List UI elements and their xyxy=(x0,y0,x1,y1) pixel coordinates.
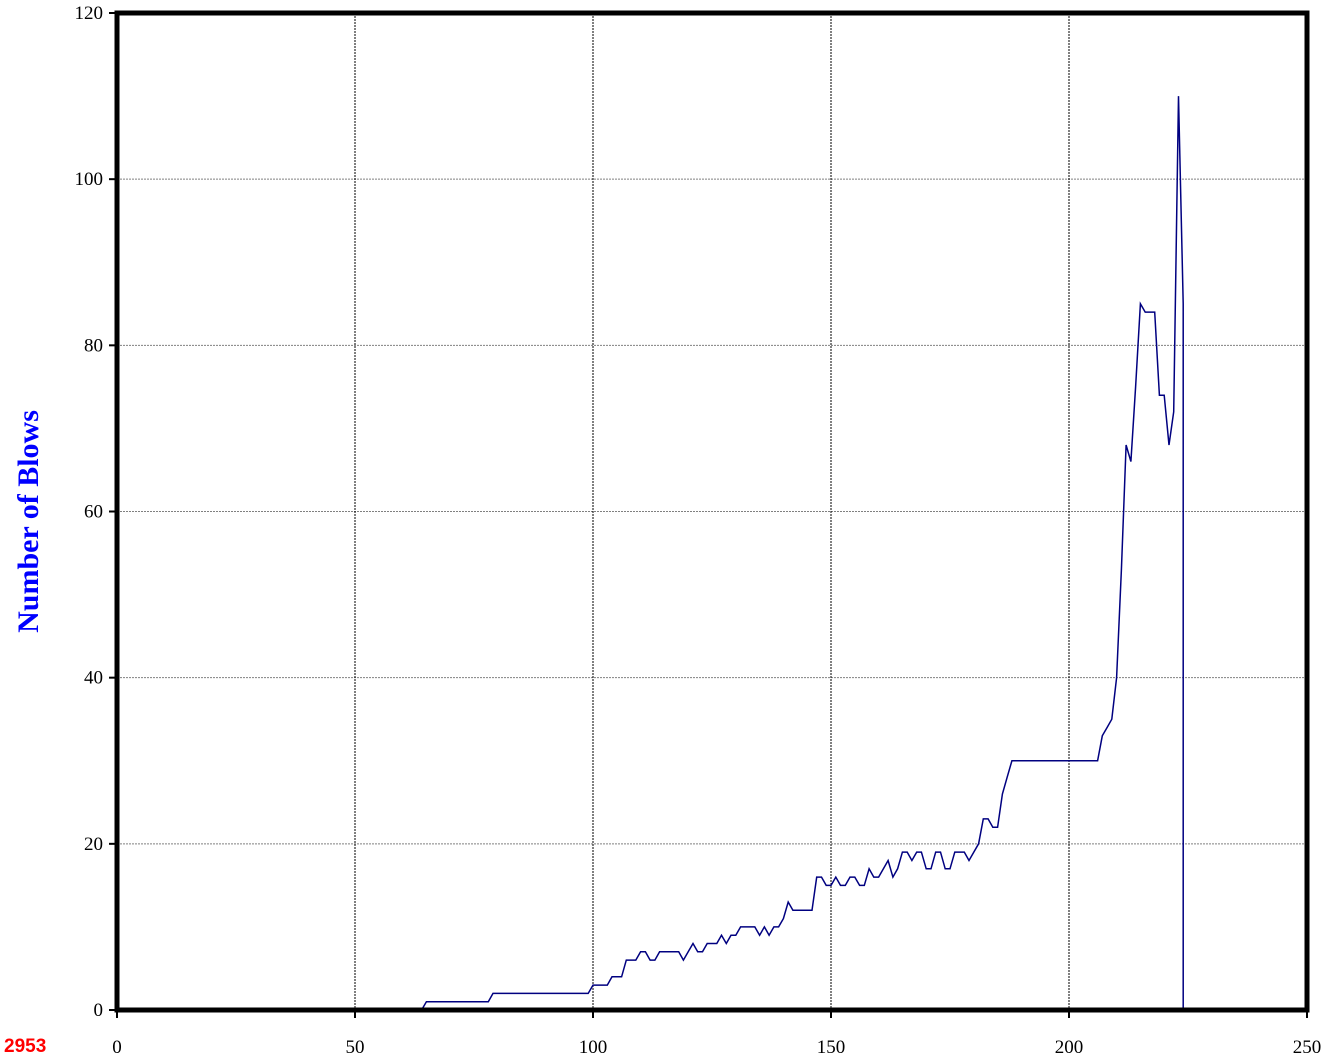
gridlines xyxy=(117,13,1307,1010)
x-tick-label: 250 xyxy=(1293,1037,1322,1058)
y-tick-labels: 0 20 40 60 80 100 120 xyxy=(75,3,117,1021)
y-tick-label: 60 xyxy=(84,502,103,523)
y-tick-label: 40 xyxy=(84,668,103,689)
y-tick-label: 100 xyxy=(75,169,104,190)
plot-frame xyxy=(114,10,1310,1013)
y-tick-label: 0 xyxy=(94,1000,104,1021)
y-tick-label: 20 xyxy=(84,834,103,855)
y-axis-label: Number of Blows xyxy=(12,410,45,633)
corner-label: 2953 xyxy=(4,1036,47,1057)
x-tick-label: 200 xyxy=(1055,1037,1084,1058)
series-line xyxy=(420,96,1184,1011)
x-tick-label: 100 xyxy=(579,1037,608,1058)
y-tick-label: 120 xyxy=(75,3,104,24)
x-tick-labels: 0 50 100 150 200 250 xyxy=(112,1010,1321,1058)
x-tick-label: 0 xyxy=(112,1037,122,1058)
y-tick-label: 80 xyxy=(84,335,103,356)
x-tick-label: 150 xyxy=(817,1037,846,1058)
x-tick-label: 50 xyxy=(346,1037,365,1058)
